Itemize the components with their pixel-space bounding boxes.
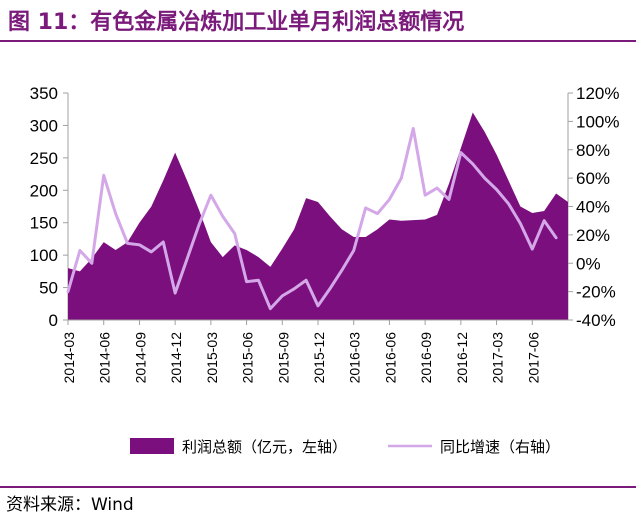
right-tick-label: -20% — [576, 283, 616, 302]
right-tick-label: 60% — [576, 169, 610, 188]
left-tick-label: 250 — [30, 149, 58, 168]
left-tick-label: 150 — [30, 214, 58, 233]
source-note: 资料来源：Wind — [6, 495, 134, 515]
legend-area-label: 利润总额（亿元，左轴） — [182, 438, 347, 456]
profit-area — [68, 112, 568, 321]
x-tick-label: 2014-03 — [61, 332, 77, 384]
x-axis: 2014-03 2014-06 2014-09 2014-12 2015-03 2015-… — [61, 319, 568, 384]
x-tick-label: 2017-03 — [490, 332, 506, 384]
plot-area — [66, 112, 568, 321]
x-tick-label: 2016-12 — [454, 332, 470, 384]
x-tick-label: 2014-09 — [132, 332, 148, 384]
x-tick-label: 2016-09 — [418, 332, 434, 384]
x-tick-label: 2016-06 — [382, 332, 398, 384]
right-tick-label: 120% — [576, 84, 619, 103]
right-tick-label: 20% — [576, 226, 610, 245]
chart-title: 图 11：有色金属冶炼加工业单月利润总额情况 — [8, 10, 465, 35]
x-tick-label: 2015-03 — [204, 332, 220, 384]
yoy-growth-line — [66, 126, 558, 311]
left-tick-label: 350 — [30, 84, 58, 103]
source-divider — [0, 486, 636, 488]
right-axis: -40% -20% 0% 20% 40% 60% 80% 100% 120% — [567, 84, 619, 330]
left-axis: 0 50 100 150 200 250 300 350 — [30, 84, 69, 330]
title-divider — [0, 40, 636, 42]
left-tick-label: 300 — [30, 116, 58, 135]
right-tick-label: -40% — [576, 311, 616, 330]
legend: 利润总额（亿元，左轴） 同比增速（右轴） — [130, 438, 560, 456]
left-tick-label: 50 — [39, 279, 58, 298]
legend-line-label: 同比增速（右轴） — [440, 438, 560, 456]
right-tick-label: 80% — [576, 141, 610, 160]
x-tick-label: 2015-09 — [275, 332, 291, 384]
x-tick-label: 2014-06 — [97, 332, 113, 384]
x-tick-label: 2015-06 — [240, 332, 256, 384]
x-tick-label: 2015-12 — [311, 332, 327, 384]
right-tick-label: 100% — [576, 112, 619, 131]
x-tick-label: 2017-06 — [525, 332, 541, 384]
legend-area-swatch — [130, 438, 174, 454]
right-tick-label: 40% — [576, 198, 610, 217]
left-tick-label: 200 — [30, 181, 58, 200]
x-tick-label: 2014-12 — [168, 332, 184, 384]
x-tick-label: 2016-03 — [347, 332, 363, 384]
left-tick-label: 0 — [49, 311, 58, 330]
left-tick-label: 100 — [30, 246, 58, 265]
right-tick-label: 0% — [576, 254, 601, 273]
